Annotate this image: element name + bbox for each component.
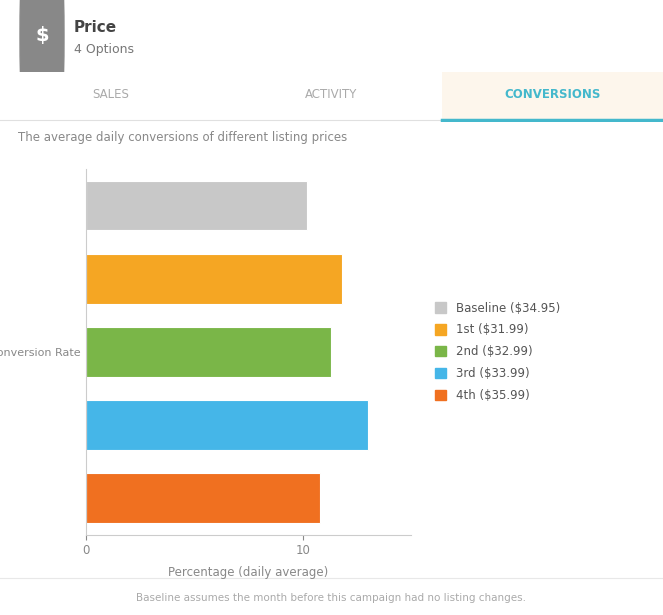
- Bar: [86, 327, 331, 376]
- Text: CONVERSIONS: CONVERSIONS: [505, 88, 601, 101]
- Text: ACTIVITY: ACTIVITY: [306, 88, 357, 101]
- Bar: [86, 473, 320, 523]
- Bar: [86, 181, 307, 231]
- Text: The average daily conversions of different listing prices: The average daily conversions of differe…: [18, 130, 347, 143]
- Legend: Baseline ($34.95), 1st ($31.99), 2nd ($32.99), 3rd ($33.99), 4th ($35.99): Baseline ($34.95), 1st ($31.99), 2nd ($3…: [430, 297, 565, 407]
- Text: Baseline assumes the month before this campaign had no listing changes.: Baseline assumes the month before this c…: [137, 593, 526, 603]
- Text: Price: Price: [74, 20, 117, 36]
- X-axis label: Percentage (daily average): Percentage (daily average): [168, 566, 329, 579]
- Text: SALES: SALES: [92, 88, 129, 101]
- Text: 4 Options: 4 Options: [74, 44, 134, 57]
- Bar: [86, 254, 341, 304]
- Text: $: $: [35, 26, 49, 46]
- Ellipse shape: [20, 0, 64, 239]
- Bar: [442, 72, 663, 122]
- Bar: [86, 400, 368, 450]
